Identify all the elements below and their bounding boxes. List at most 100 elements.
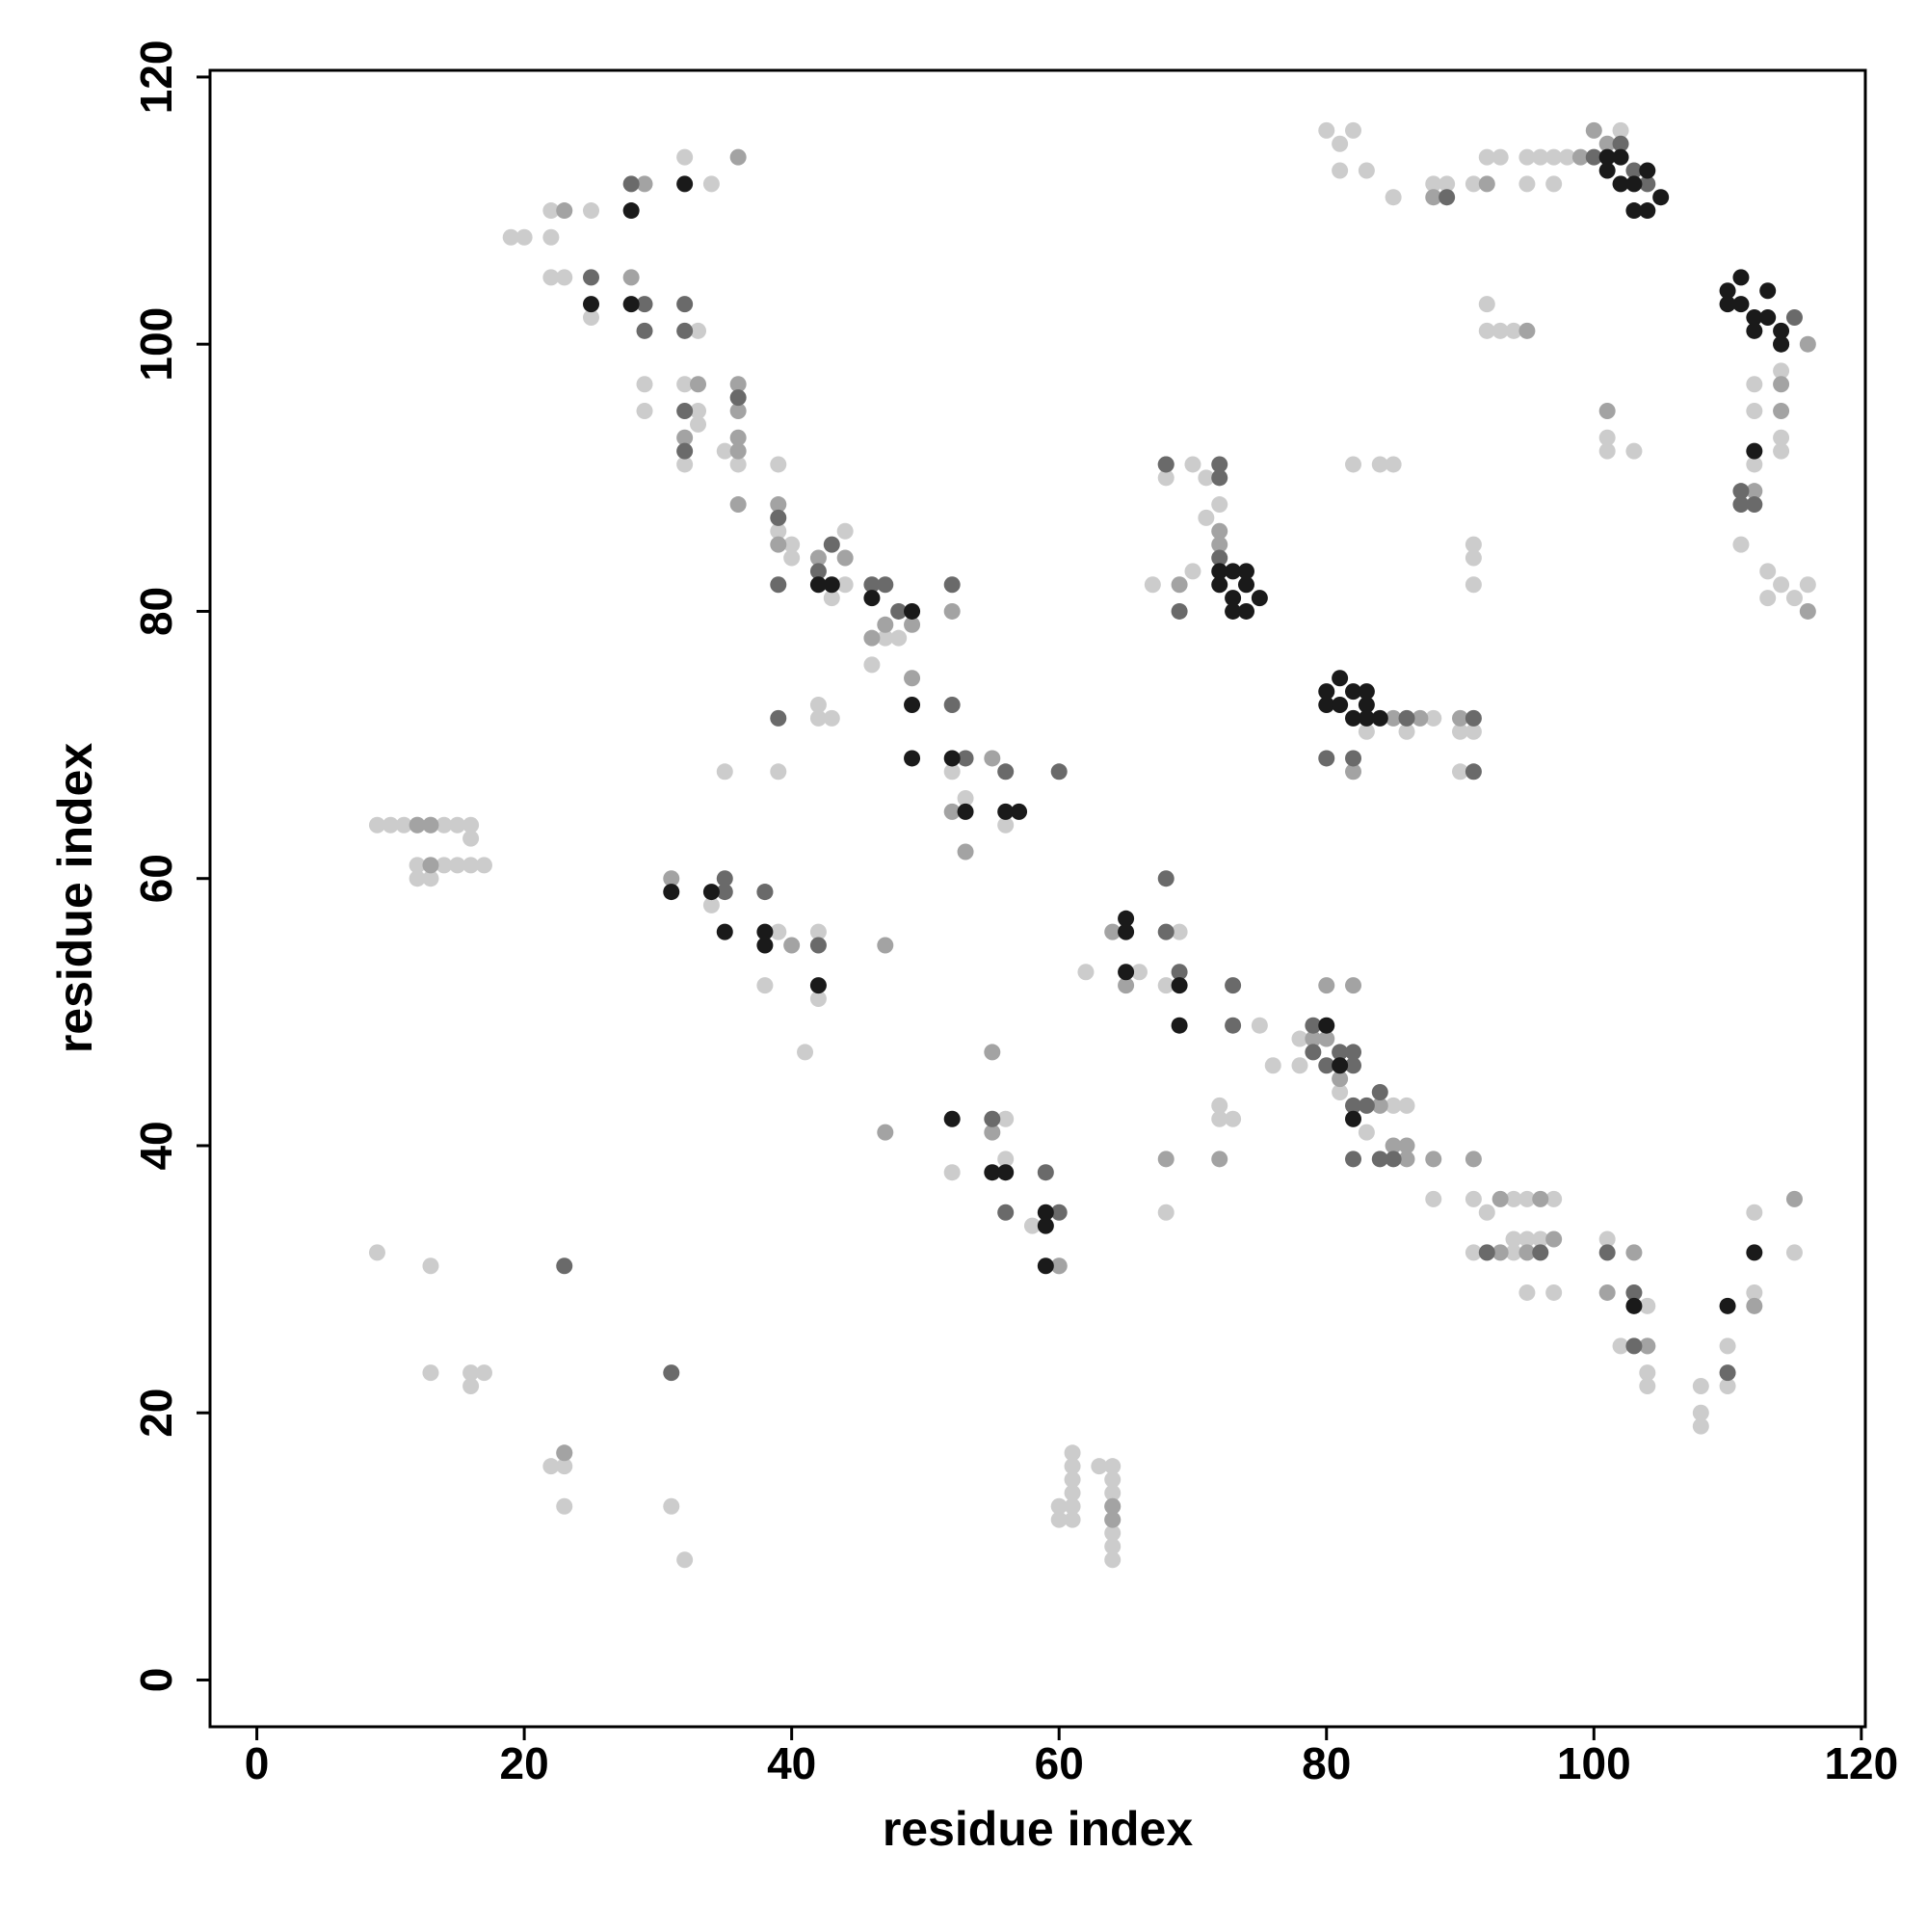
contact-point (1318, 683, 1335, 701)
contact-point (1692, 1377, 1709, 1394)
contact-point (1385, 456, 1402, 473)
contact-point (542, 1458, 560, 1475)
x-tick-label: 20 (500, 1738, 549, 1788)
contact-point (1171, 923, 1188, 940)
contact-point (1799, 335, 1816, 353)
contact-point (1345, 977, 1362, 994)
contact-point (1104, 1458, 1122, 1475)
contact-point (636, 296, 653, 313)
contact-point (676, 403, 694, 420)
contact-point (1037, 1217, 1054, 1234)
contact-point (1251, 590, 1268, 607)
contact-point (863, 590, 881, 607)
contact-point (622, 296, 640, 313)
contact-point (462, 1377, 480, 1394)
contact-point (1211, 536, 1228, 553)
contact-point (770, 709, 787, 727)
contact-point (1064, 1484, 1081, 1501)
contact-point (1171, 602, 1188, 620)
contact-point (1746, 376, 1763, 393)
contact-point (395, 816, 412, 834)
contact-point (690, 322, 707, 339)
contact-point (756, 977, 774, 994)
contact-point (676, 376, 694, 393)
contact-point (809, 937, 827, 954)
contact-point (1358, 723, 1375, 740)
contact-point (1625, 175, 1643, 193)
contact-point (556, 1257, 573, 1275)
contact-point (542, 202, 560, 220)
contact-point (729, 389, 747, 407)
contact-point (809, 696, 827, 713)
contact-point (783, 549, 801, 567)
contact-point (1532, 1244, 1549, 1261)
contact-point (1358, 683, 1375, 701)
contact-point (997, 1204, 1015, 1221)
contact-point (1732, 483, 1750, 500)
contact-point (1225, 977, 1242, 994)
y-tick-label: 100 (131, 307, 181, 382)
contact-point (1639, 1337, 1656, 1355)
contact-point (1225, 590, 1242, 607)
contact-point (1318, 1057, 1335, 1074)
contact-point (1625, 1284, 1643, 1301)
contact-point (556, 269, 573, 286)
contact-point (943, 576, 961, 594)
contact-point (422, 857, 439, 874)
contact-point (1104, 1538, 1122, 1555)
contact-point (622, 202, 640, 220)
contact-point (1345, 763, 1362, 781)
contact-point (836, 576, 854, 594)
contact-point (957, 843, 974, 860)
contact-point (676, 175, 694, 193)
contact-point (729, 429, 747, 446)
contact-point (1345, 1044, 1362, 1061)
contact-point (663, 870, 680, 887)
x-tick-label: 40 (767, 1738, 816, 1788)
contact-point (556, 1458, 573, 1475)
contact-point (1037, 1257, 1054, 1275)
contact-point (1237, 563, 1254, 580)
contact-point (1518, 322, 1536, 339)
contact-point (729, 496, 747, 514)
contact-point (904, 602, 921, 620)
contact-point (1559, 148, 1576, 166)
contact-point (1505, 1244, 1522, 1261)
contact-point (1598, 1244, 1616, 1261)
plot-frame (208, 68, 1867, 1729)
contact-point (676, 296, 694, 313)
contact-point (823, 536, 840, 553)
contact-point (1612, 135, 1629, 152)
contact-point (1118, 977, 1135, 994)
contact-point (1478, 1244, 1495, 1261)
contact-point (1398, 709, 1415, 727)
contact-point (1305, 1017, 1322, 1034)
y-tick-label: 20 (131, 1389, 181, 1438)
contact-point (436, 857, 453, 874)
contact-point (1625, 1297, 1643, 1314)
contact-point (1585, 148, 1602, 166)
contact-point (809, 549, 827, 567)
contact-point (716, 884, 733, 901)
contact-point (1478, 322, 1495, 339)
contact-point (1023, 1217, 1041, 1234)
contact-point (1759, 308, 1777, 326)
contact-point (729, 403, 747, 420)
contact-point (1157, 923, 1175, 940)
contact-point (1773, 576, 1790, 594)
contact-point (1345, 683, 1362, 701)
contact-point (729, 442, 747, 460)
contact-point (729, 148, 747, 166)
contact-point (783, 536, 801, 553)
contact-point (1639, 1364, 1656, 1382)
contact-point (809, 990, 827, 1007)
contact-point (1211, 563, 1228, 580)
contact-point (1385, 189, 1402, 206)
contact-point (1332, 1084, 1349, 1101)
contact-point (1612, 148, 1629, 166)
contact-point (1598, 135, 1616, 152)
contact-point (823, 590, 840, 607)
contact-point (1746, 1244, 1763, 1261)
contact-point (1118, 923, 1135, 940)
contact-point (716, 763, 733, 781)
